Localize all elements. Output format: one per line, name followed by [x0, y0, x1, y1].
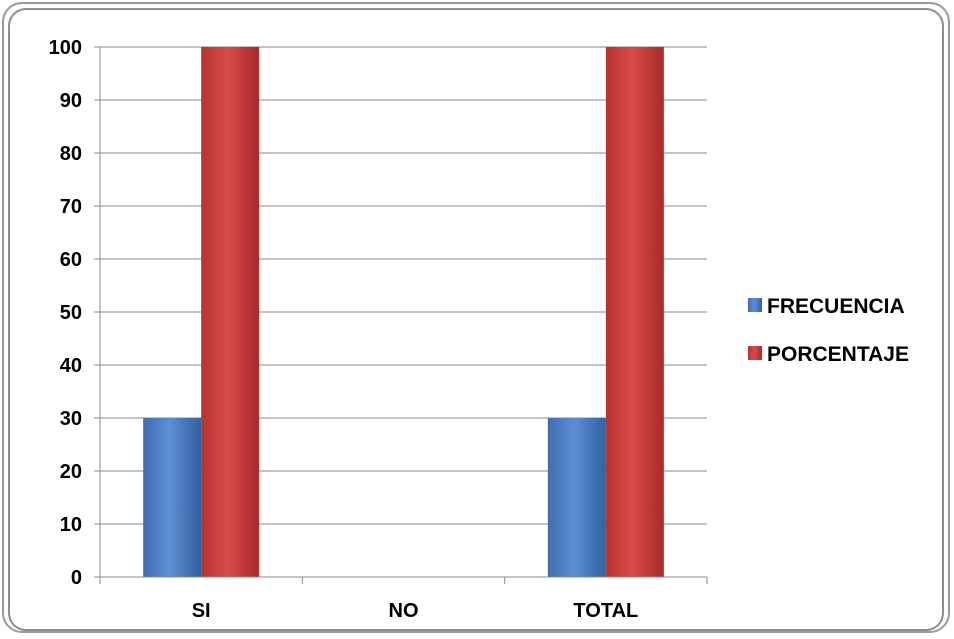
- bar-porcentaje-si: [201, 47, 260, 577]
- y-tick-labels: 0 10 20 30 40 50 60 70 80 90 100: [49, 37, 82, 589]
- y-tick-label: 60: [60, 249, 82, 271]
- y-tick-label: 0: [71, 567, 82, 589]
- y-tick-label: 20: [60, 461, 82, 483]
- bars: [143, 47, 664, 577]
- y-tick-label: 40: [60, 355, 82, 377]
- y-tick-label: 90: [60, 90, 82, 112]
- y-tick-label: 30: [60, 408, 82, 430]
- y-tick-label: 70: [60, 196, 82, 218]
- y-tick-label: 10: [60, 514, 82, 536]
- bar-porcentaje-total: [605, 47, 664, 577]
- legend: FRECUENCIA PORCENTAJE: [748, 295, 909, 366]
- axes: [94, 46, 708, 584]
- legend-swatch-porcentaje: [748, 346, 762, 360]
- x-tick-label: TOTAL: [573, 600, 638, 622]
- bar-frecuencia-si: [143, 418, 202, 577]
- y-tick-label: 50: [60, 302, 82, 324]
- y-tick-label: 80: [60, 143, 82, 165]
- x-tick-label: NO: [389, 600, 419, 622]
- y-tick-label: 100: [49, 37, 82, 59]
- legend-label-porcentaje: PORCENTAJE: [767, 343, 909, 366]
- x-tick-labels: SI NO TOTAL: [192, 600, 639, 622]
- bar-frecuencia-total: [547, 418, 606, 577]
- legend-label-frecuencia: FRECUENCIA: [767, 295, 905, 318]
- x-tick-label: SI: [192, 600, 211, 622]
- legend-swatch-frecuencia: [748, 298, 762, 312]
